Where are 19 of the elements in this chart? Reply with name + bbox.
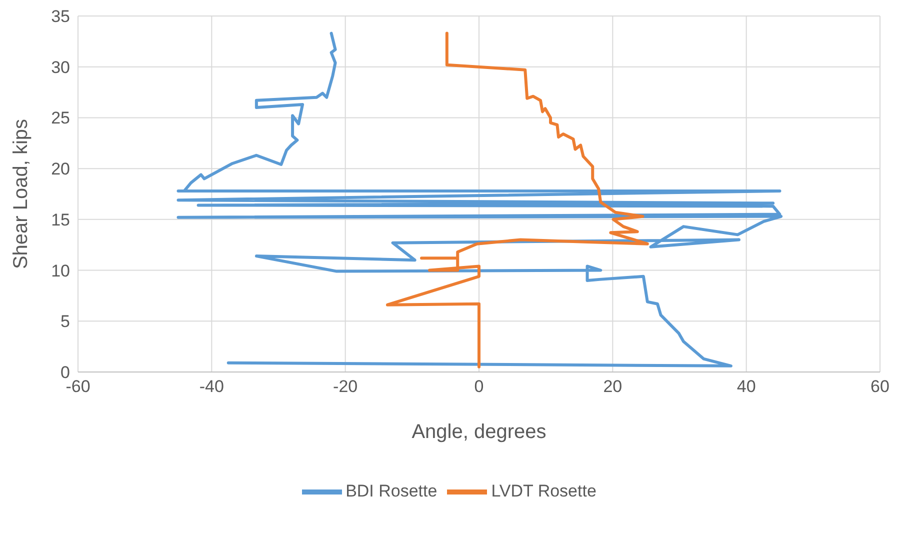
y-tick-label: 30 bbox=[51, 58, 70, 77]
x-tick-label: 0 bbox=[474, 377, 484, 396]
legend-label: LVDT Rosette bbox=[491, 481, 596, 500]
x-tick-label: -20 bbox=[333, 377, 358, 396]
y-tick-label: 35 bbox=[51, 7, 70, 26]
y-tick-label: 25 bbox=[51, 108, 70, 128]
x-axis-title: Angle, degrees bbox=[412, 421, 546, 443]
line-series bbox=[176, 32, 783, 368]
x-tick-label: -40 bbox=[199, 377, 224, 396]
x-tick-label: 20 bbox=[603, 377, 622, 396]
line-series bbox=[386, 32, 649, 368]
x-tick-label: 60 bbox=[870, 377, 890, 396]
y-tick-label: 15 bbox=[51, 210, 70, 230]
y-axis-title: Shear Load, kips bbox=[10, 118, 32, 270]
legend-label: BDI Rosette bbox=[346, 481, 438, 500]
y-tick-label: 10 bbox=[51, 261, 70, 280]
y-tick-label: 20 bbox=[51, 160, 70, 179]
x-tick-label: 40 bbox=[736, 377, 756, 396]
y-tick-label: 5 bbox=[60, 312, 70, 332]
